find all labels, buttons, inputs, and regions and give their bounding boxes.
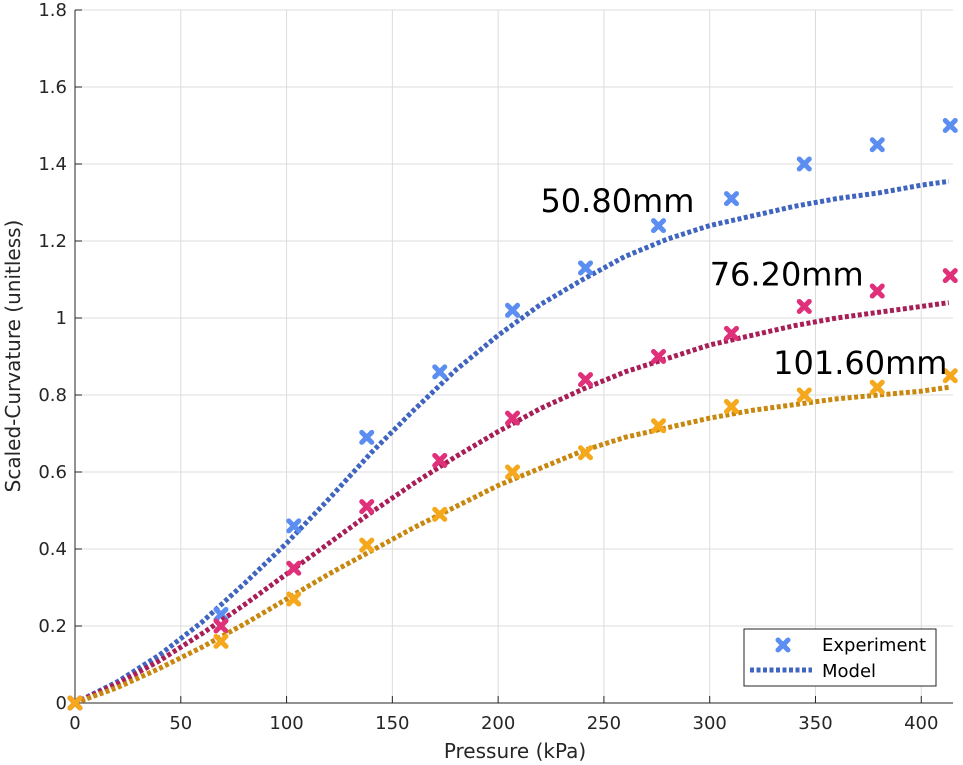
y-tick-label: 0	[56, 693, 67, 714]
x-tick-label: 400	[904, 713, 938, 734]
experiment-point	[213, 618, 229, 634]
experiment-point	[578, 260, 594, 276]
experiment-point	[723, 399, 739, 415]
legend-model-label: Model	[822, 661, 876, 682]
experiment-point	[432, 452, 448, 468]
experiment-point	[869, 379, 885, 395]
experiment-point	[869, 137, 885, 153]
model-line	[74, 384, 950, 706]
experiment-point	[869, 283, 885, 299]
legend-experiment-marker	[775, 637, 791, 653]
experiment-point	[942, 368, 958, 384]
legend-marker-x	[775, 637, 791, 653]
series-101.60mm	[67, 368, 958, 711]
experiment-point	[578, 445, 594, 461]
x-axis-title: Pressure (kPa)	[444, 739, 586, 763]
experiment-point	[650, 349, 666, 364]
x-tick-label: 300	[693, 713, 727, 734]
axes	[74, 9, 953, 704]
experiment-point	[286, 560, 302, 576]
experiment-point	[796, 156, 812, 172]
experiment-point	[650, 218, 666, 234]
legend-experiment-label: Experiment	[822, 635, 926, 656]
experiment-point	[723, 325, 739, 341]
y-tick-label: 1.8	[38, 0, 67, 21]
experiment-point	[723, 191, 739, 207]
experiment-point	[942, 268, 958, 284]
y-tick-label: 0.4	[38, 539, 67, 560]
experiment-point	[286, 518, 302, 534]
experiment-point	[359, 429, 375, 445]
y-tick-label: 0.6	[38, 462, 67, 483]
series-annotation: 76.20mm	[710, 255, 864, 293]
y-tick-label: 1	[56, 308, 67, 329]
experiment-point	[432, 364, 448, 380]
experiment-point	[505, 302, 521, 318]
experiment-point	[796, 387, 812, 403]
x-tick-label: 100	[269, 713, 303, 734]
x-tick-label: 200	[481, 713, 515, 734]
experiment-point	[359, 499, 375, 515]
legend: Experiment Model	[743, 628, 937, 687]
series-50.80mm	[67, 118, 958, 711]
experiment-point	[286, 591, 302, 607]
experiment-point	[432, 506, 448, 522]
y-tick-label: 1.2	[38, 231, 67, 252]
model-line	[73, 300, 950, 706]
experiment-point	[67, 695, 83, 711]
x-tick-label: 0	[69, 713, 80, 734]
experiment-point	[942, 118, 958, 133]
experiment-point	[796, 298, 812, 314]
x-tick-label: 350	[798, 713, 832, 734]
experiment-point	[213, 633, 229, 649]
experiment-point	[359, 537, 375, 553]
model-line	[73, 178, 950, 706]
experiment-point	[505, 410, 521, 426]
y-tick-label: 1.4	[38, 154, 67, 175]
experiment-point	[578, 372, 594, 388]
y-tick-label: 0.2	[38, 616, 67, 637]
series-annotation: 101.60mm	[773, 344, 947, 382]
tick-labels: 0 50 100 150 200 250 300 350 400 0 0.2 0.4 0.6 0.8 1 1.…	[38, 0, 938, 734]
plot-series	[67, 118, 958, 711]
y-tick-label: 0.8	[38, 385, 67, 406]
x-tick-label: 150	[375, 713, 409, 734]
y-tick-label: 1.6	[38, 77, 67, 98]
experiment-point	[505, 464, 521, 480]
series-annotation: 50.80mm	[540, 182, 694, 220]
y-axis-title: Scaled-Curvature (unitless)	[1, 220, 25, 493]
annotations: 50.80mm 76.20mm 101.60mm	[540, 182, 947, 382]
x-tick-label: 250	[587, 713, 621, 734]
x-tick-label: 50	[169, 713, 192, 734]
experiment-point	[650, 418, 666, 434]
